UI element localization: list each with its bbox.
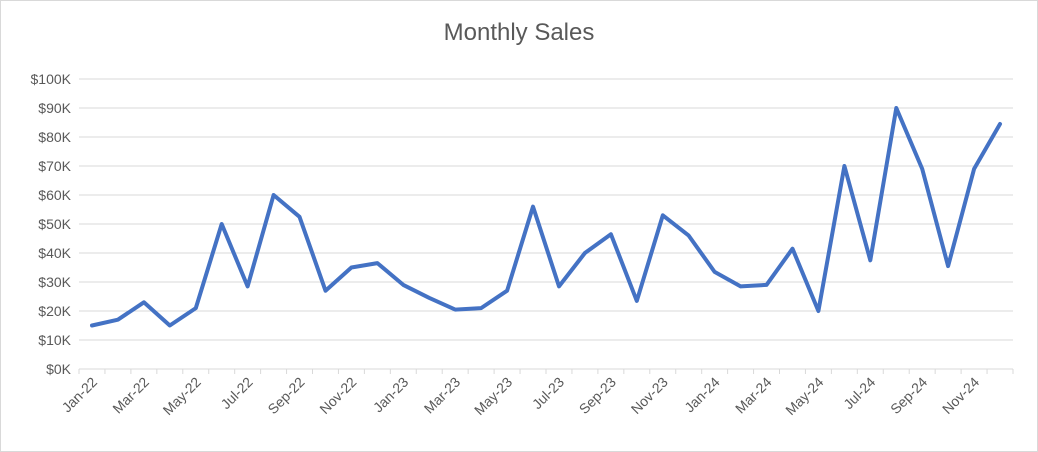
series-line	[90, 106, 1002, 328]
chart-title: Monthly Sales	[443, 19, 595, 46]
x-tick-label: Sep-23	[576, 374, 619, 417]
y-tick-label: $20K	[38, 303, 71, 319]
x-tick-label: Jul-24	[840, 374, 878, 412]
y-tick-label: $70K	[38, 158, 71, 174]
y-tick-label: $40K	[38, 245, 71, 261]
y-tick-label: $30K	[38, 274, 71, 290]
x-tick-label: Mar-23	[421, 374, 464, 417]
y-tick-label: $100K	[31, 71, 72, 87]
x-tick-label: Jan-23	[370, 374, 412, 416]
x-tick-label: May-24	[782, 374, 826, 418]
x-tick-label: Nov-22	[316, 374, 359, 417]
x-tick-label: Mar-22	[109, 374, 152, 417]
x-tick-label: Nov-23	[628, 374, 671, 417]
x-tick-label: May-22	[160, 374, 204, 418]
x-tick-label: Jul-22	[217, 374, 255, 412]
x-tick-label: Jan-22	[59, 374, 101, 416]
x-tick-label: Sep-22	[264, 374, 307, 417]
y-tick-label: $80K	[38, 129, 71, 145]
x-tick-label: Mar-24	[732, 374, 775, 417]
x-tick-label: May-23	[471, 374, 515, 418]
y-tick-label: $90K	[38, 100, 71, 116]
x-tick-label: Jan-24	[681, 374, 723, 416]
y-tick-label: $10K	[38, 332, 71, 348]
x-tick-label: Nov-24	[939, 374, 982, 417]
x-tick-label: Jul-23	[529, 374, 567, 412]
y-tick-label: $60K	[38, 187, 71, 203]
x-tick-label: Sep-24	[887, 374, 930, 417]
y-tick-label: $50K	[38, 216, 71, 232]
y-tick-label: $0K	[46, 361, 72, 377]
